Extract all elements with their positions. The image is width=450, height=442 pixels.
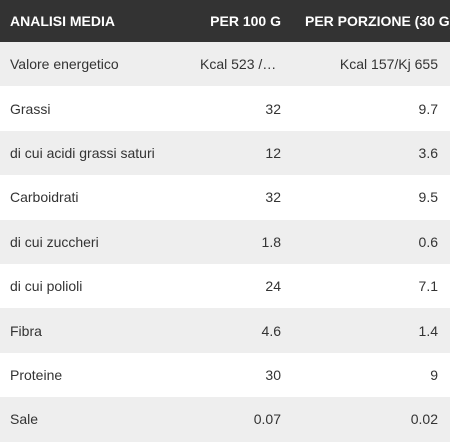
table-row: di cui acidi grassi saturi 12 3.6 — [0, 130, 450, 176]
row-per-portion: 1.4 — [418, 322, 438, 339]
row-per-portion: 9.7 — [418, 100, 438, 117]
table-row: Fibra 4.6 1.4 — [0, 308, 450, 353]
row-per-portion: 3.6 — [418, 144, 438, 161]
row-per-portion: 7.1 — [418, 278, 438, 295]
table-row: Valore energetico Kcal 523 /Kj 2183 Kcal… — [0, 42, 450, 87]
row-per-100g: 1.8 — [261, 233, 281, 250]
row-per-100g: 12 — [265, 144, 281, 161]
row-per-100g: 30 — [265, 366, 281, 383]
row-per-portion: 9.5 — [418, 189, 438, 206]
row-per-portion: Kcal 157/Kj 655 — [339, 56, 438, 73]
nutrition-table-header: ANALISI MEDIA PER 100 G PER PORZIONE (30… — [0, 0, 450, 42]
row-label: di cui polioli — [10, 278, 83, 295]
row-label: Sale — [10, 411, 39, 428]
row-label: di cui zuccheri — [10, 233, 99, 250]
table-row: di cui polioli 24 7.1 — [0, 264, 450, 308]
row-per-portion: 0.6 — [418, 233, 438, 250]
row-per-100g: 24 — [265, 278, 281, 295]
header-analisi-media: ANALISI MEDIA — [10, 13, 115, 29]
table-row: Grassi 32 9.7 — [0, 86, 450, 130]
row-per-portion: 0.02 — [410, 411, 438, 428]
row-label: Valore energetico — [10, 56, 119, 73]
table-row: Sale 0.07 0.02 — [0, 397, 450, 442]
table-row: di cui zuccheri 1.8 0.6 — [0, 219, 450, 264]
row-per-100g: Kcal 523 /Kj 2183 — [200, 56, 295, 73]
row-per-100g: 32 — [265, 100, 281, 117]
table-row: Proteine 30 9 — [0, 353, 450, 397]
nutrition-table-body: Valore energetico Kcal 523 /Kj 2183 Kcal… — [0, 42, 450, 442]
header-per-100g: PER 100 G — [210, 13, 281, 29]
row-label: di cui acidi grassi saturi — [10, 144, 155, 161]
row-per-100g: 32 — [265, 189, 281, 206]
row-label: Carboidrati — [10, 189, 79, 206]
header-per-porzione: PER PORZIONE (30 G) — [305, 13, 450, 29]
row-label: Grassi — [10, 100, 51, 117]
row-per-portion: 9 — [430, 366, 438, 383]
header-row: ANALISI MEDIA PER 100 G PER PORZIONE (30… — [0, 0, 450, 42]
row-label: Fibra — [10, 322, 42, 339]
row-per-100g: 0.07 — [253, 411, 281, 428]
row-per-100g: 4.6 — [261, 322, 281, 339]
table-row: Carboidrati 32 9.5 — [0, 175, 450, 219]
row-label: Proteine — [10, 366, 63, 383]
